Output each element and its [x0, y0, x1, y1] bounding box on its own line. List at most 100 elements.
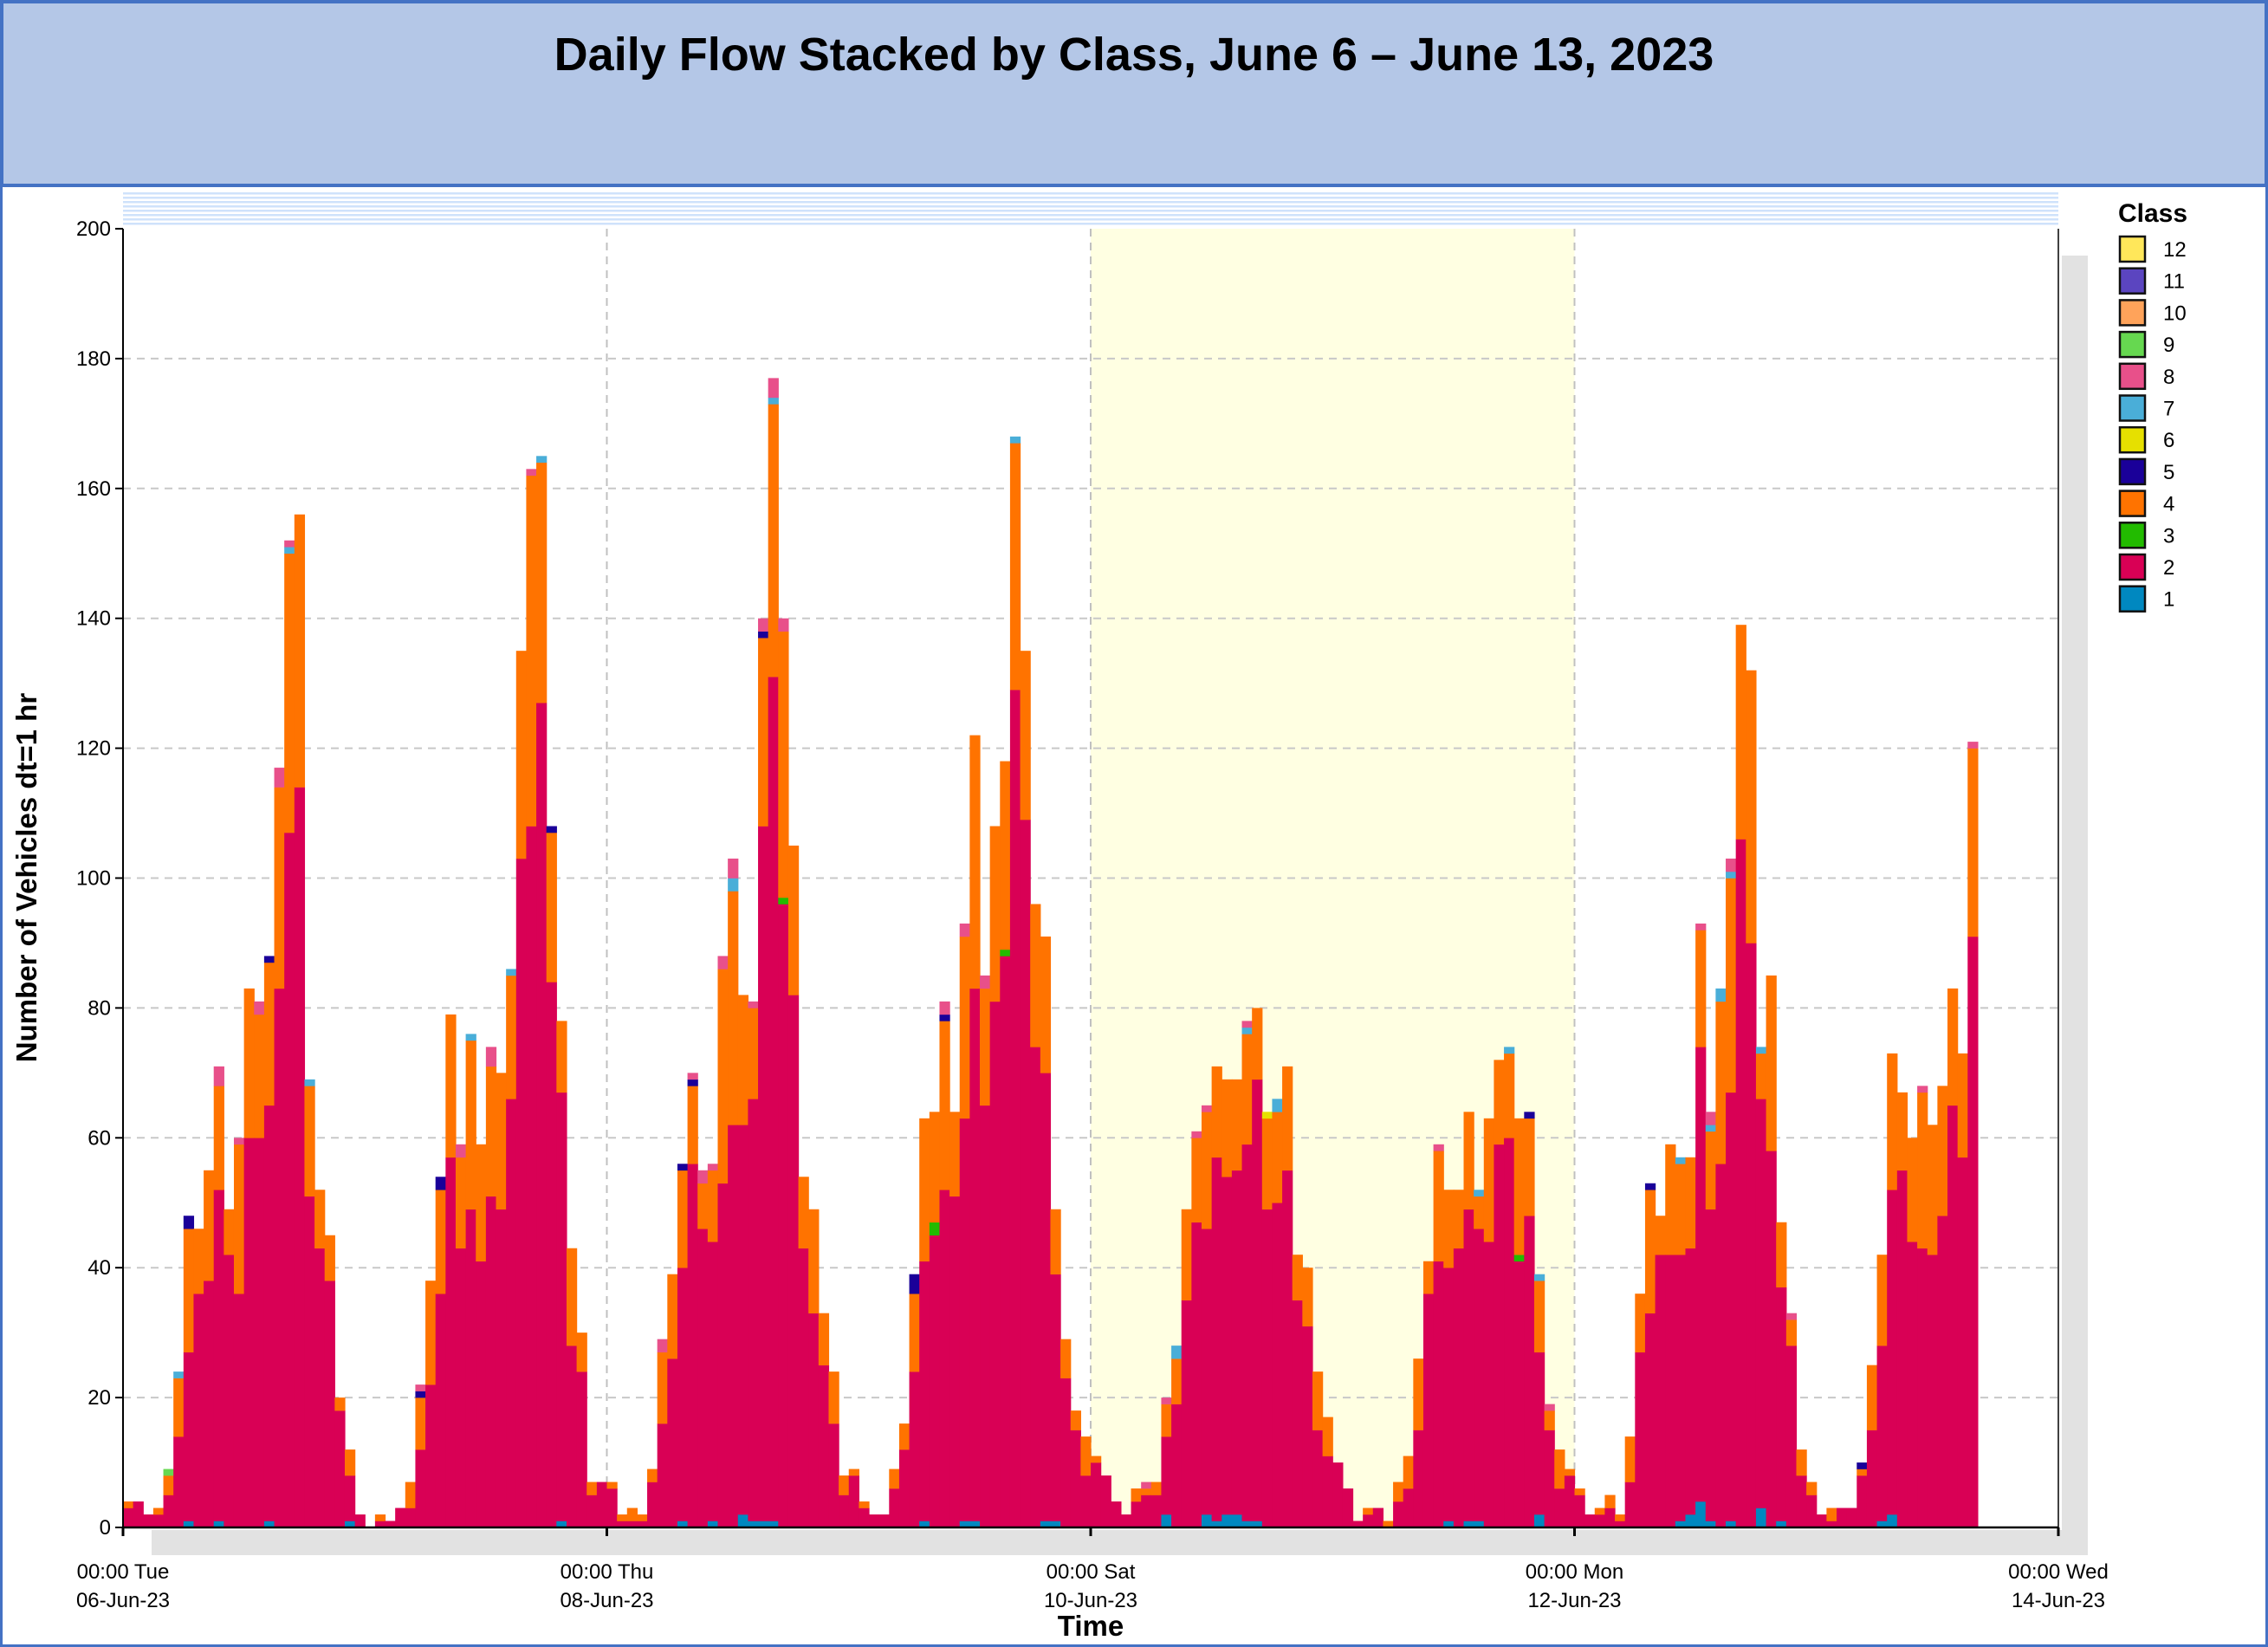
bar-segment-class-8 [274, 768, 285, 788]
bar-segment-class-8 [284, 540, 295, 548]
y-tick-label: 140 [76, 607, 111, 631]
bar-segment-class-2 [354, 1514, 366, 1528]
bar-segment-class-4 [1927, 1125, 1938, 1255]
bar-segment-class-5 [1857, 1462, 1868, 1469]
bar-segment-class-4 [1150, 1482, 1163, 1495]
bar-segment-class-2 [1312, 1430, 1324, 1528]
bar-segment-class-3 [1513, 1255, 1525, 1262]
bar-segment-class-4 [1393, 1482, 1404, 1502]
bar-segment-class-1 [919, 1521, 930, 1528]
bar-segment-class-6 [1261, 1112, 1273, 1119]
bar-segment-class-4 [949, 1112, 961, 1197]
bar-segment-class-4 [1655, 1216, 1666, 1255]
bar-segment-class-4 [324, 1235, 335, 1281]
legend-swatch-class-7 [2118, 394, 2147, 422]
bar-segment-class-4 [687, 1086, 698, 1164]
bar-segment-class-4 [1443, 1190, 1455, 1268]
bar-segment-class-4 [1876, 1255, 1888, 1346]
bar-segment-class-4 [1615, 1514, 1626, 1521]
bar-segment-class-2 [213, 1190, 224, 1521]
bar-segment-class-4 [1009, 443, 1021, 691]
bar-segment-class-2 [1322, 1456, 1333, 1528]
bar-segment-class-7 [1272, 1099, 1283, 1112]
legend-title: Class [2118, 199, 2187, 228]
x-tick-label-date: 08-Jun-23 [560, 1589, 653, 1612]
bar-segment-class-2 [1252, 1079, 1263, 1521]
bar-segment-class-4 [556, 1021, 567, 1093]
bar-segment-class-4 [606, 1482, 618, 1489]
bar-segment-class-4 [1483, 1118, 1495, 1242]
bar-segment-class-4 [1211, 1066, 1222, 1158]
bar-segment-class-4 [1292, 1255, 1303, 1300]
bar-segment-class-4 [1624, 1436, 1636, 1482]
bar-segment-class-2 [445, 1157, 457, 1528]
bar-segment-class-2 [1302, 1326, 1313, 1528]
bar-segment-class-4 [1776, 1222, 1787, 1287]
bar-segment-class-8 [707, 1164, 719, 1171]
bar-segment-class-2 [586, 1495, 598, 1528]
bar-segment-class-4 [284, 553, 295, 833]
bar-segment-class-8 [657, 1339, 668, 1352]
bar-segment-class-2 [859, 1508, 870, 1528]
bar-segment-class-4 [465, 1040, 476, 1210]
legend-swatch-class-3 [2118, 522, 2147, 549]
bar-segment-class-4 [546, 833, 557, 982]
bar-segment-class-4 [233, 1144, 245, 1294]
bar-segment-class-1 [677, 1521, 689, 1528]
bar-segment-class-2 [1080, 1475, 1092, 1528]
bar-segment-class-1 [969, 1521, 981, 1528]
bar-segment-class-1 [1685, 1514, 1696, 1528]
bar-segment-class-4 [1231, 1079, 1243, 1171]
bar-segment-class-2 [1513, 1261, 1525, 1528]
bar-segment-class-4 [1161, 1404, 1172, 1437]
y-tick-label: 0 [100, 1516, 111, 1540]
bar-segment-class-7 [1241, 1027, 1253, 1034]
bar-segment-class-2 [1120, 1514, 1132, 1528]
bar-segment-class-1 [1201, 1514, 1213, 1528]
bar-segment-class-1 [1675, 1521, 1687, 1528]
bar-segment-class-5 [1524, 1112, 1535, 1119]
bar-segment-class-2 [1241, 1144, 1253, 1521]
bar-segment-class-2 [1100, 1475, 1111, 1528]
bar-segment-class-4 [1453, 1190, 1465, 1249]
y-axis-ticks: 0 20 40 60 80 100 120 140 160 180 200 [76, 217, 123, 1540]
bar-segment-class-2 [717, 1183, 729, 1528]
bar-segment-class-7 [1675, 1157, 1687, 1164]
bar-segment-class-4 [626, 1508, 638, 1521]
bar-segment-class-2 [455, 1248, 467, 1528]
plot-shadow-bottom [152, 1530, 2088, 1555]
bar-segment-class-2 [1806, 1495, 1818, 1528]
bar-segment-class-2 [889, 1488, 900, 1528]
bar-segment-class-2 [657, 1423, 668, 1528]
bar-segment-class-2 [1564, 1475, 1576, 1528]
bar-segment-class-2 [828, 1423, 839, 1528]
bar-segment-class-2 [425, 1384, 437, 1528]
bar-segment-class-2 [1594, 1514, 1606, 1528]
bar-segment-class-4 [506, 975, 517, 1099]
legend-swatch-class-12 [2118, 235, 2147, 263]
bar-segment-class-2 [1040, 1073, 1052, 1521]
bar-segment-class-4 [243, 988, 255, 1138]
bar-segment-class-4 [1181, 1209, 1192, 1300]
bar-segment-class-2 [1644, 1313, 1656, 1528]
bar-segment-class-2 [334, 1410, 346, 1528]
bar-segment-class-2 [787, 995, 800, 1528]
bar-segment-class-4 [1755, 1053, 1767, 1099]
bar-segment-class-4 [425, 1281, 437, 1385]
bar-segment-class-2 [1413, 1430, 1424, 1528]
y-tick-label: 160 [76, 477, 111, 501]
x-tick-label-date: 10-Jun-23 [1044, 1589, 1137, 1612]
bar-segment-class-8 [233, 1138, 245, 1145]
bar-segment-class-8 [1785, 1313, 1798, 1320]
bar-segment-class-4 [274, 787, 285, 989]
bar-segment-class-2 [1000, 956, 1011, 1528]
bar-segment-class-4 [152, 1508, 165, 1515]
bar-segment-class-4 [526, 475, 537, 827]
y-tick-label: 120 [76, 737, 111, 761]
bar-segment-class-1 [1887, 1514, 1898, 1528]
bar-segment-class-1 [1695, 1501, 1707, 1528]
bar-segment-class-2 [1776, 1287, 1787, 1521]
bar-segment-class-2 [939, 1190, 950, 1528]
bar-segment-class-5 [909, 1274, 920, 1294]
bar-segment-class-4 [787, 846, 800, 995]
